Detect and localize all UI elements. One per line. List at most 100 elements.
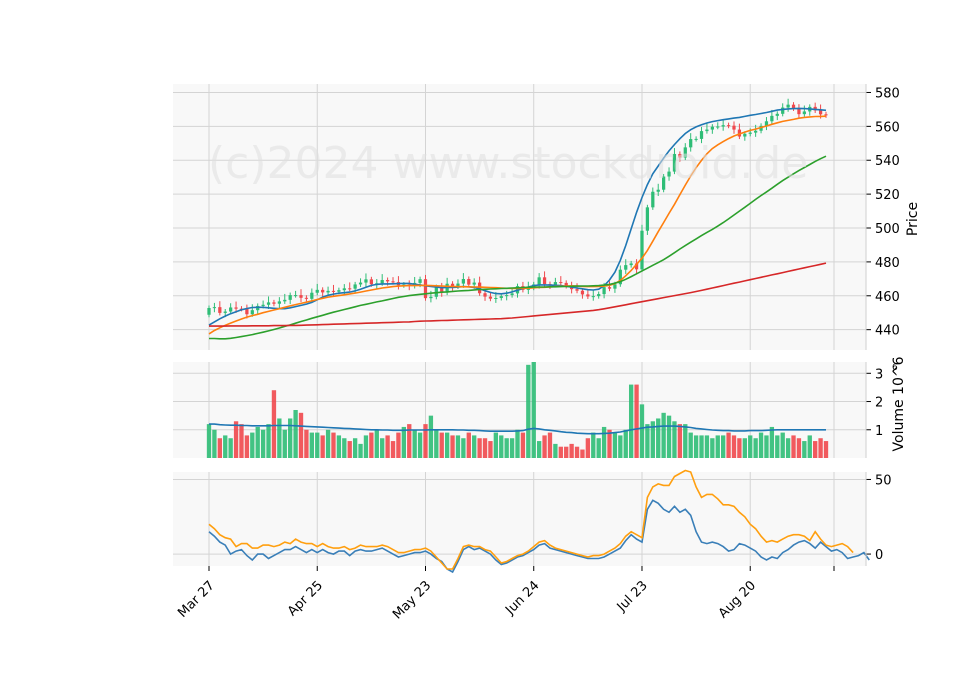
volume-bar (315, 432, 320, 458)
volume-bar (477, 438, 482, 458)
candle-body (699, 131, 704, 139)
volume-bar (342, 438, 347, 458)
volume-bar (363, 435, 369, 458)
volume-bar (336, 435, 342, 458)
candle-body (293, 295, 298, 297)
volume-bar (775, 435, 780, 458)
volume-bar (672, 421, 677, 458)
candle-body (645, 207, 650, 231)
candle-body (656, 189, 660, 192)
volume-bar (780, 432, 785, 458)
candle-body (461, 279, 466, 284)
volume-bar (444, 432, 450, 458)
candle-body (651, 191, 655, 208)
candle-body (348, 288, 352, 290)
volume-y-tick-label: 2 (875, 396, 883, 411)
volume-bar (623, 429, 628, 458)
volume-bar (542, 435, 547, 458)
candle-body (613, 284, 617, 289)
volume-bar (618, 435, 623, 458)
volume-bar (271, 390, 277, 458)
candle-body (380, 280, 384, 284)
candle-body (580, 290, 585, 295)
candle-body (266, 302, 271, 305)
candle-body (505, 295, 509, 297)
candle-body (418, 279, 422, 283)
candle-body (748, 132, 752, 134)
candle-body (818, 110, 823, 115)
panel-ind-background (173, 472, 866, 566)
volume-bar (526, 364, 531, 458)
volume-bar (212, 429, 217, 458)
candle-body (575, 289, 579, 291)
candle-body (364, 279, 368, 283)
volume-bar (591, 432, 596, 458)
volume-bar (785, 438, 791, 458)
candle-body (672, 153, 677, 172)
volume-bar (666, 415, 672, 458)
volume-bar (358, 443, 363, 458)
price-ma-line-3 (209, 155, 827, 340)
candle-body (429, 296, 433, 299)
volume-bar (309, 432, 314, 458)
volume-bar (244, 435, 250, 458)
candle-body (326, 290, 330, 293)
candle-body (797, 108, 801, 115)
volume-ma-line (209, 423, 826, 435)
candle-body (754, 130, 758, 133)
volume-bar (255, 426, 260, 458)
volume-bar (737, 438, 742, 458)
candle-body (223, 311, 227, 313)
volume-bar (558, 446, 563, 458)
x-tick-label: Aug 20 (716, 578, 759, 621)
candle-body (640, 230, 644, 270)
candle-body (689, 139, 693, 148)
volume-bar (661, 412, 666, 458)
volume-bar (380, 438, 385, 458)
volume-bar (390, 441, 396, 458)
volume-bar (818, 438, 823, 458)
price-y-tick-label: 480 (875, 256, 900, 271)
volume-bar (260, 429, 266, 458)
volume-bar (683, 424, 688, 458)
volume-bar (823, 441, 829, 458)
volume-bar (472, 435, 477, 458)
candle-body (483, 293, 487, 297)
candle-body (234, 307, 238, 309)
volume-bar (726, 432, 731, 458)
candle-body (472, 282, 476, 285)
price-ma-line-4 (209, 262, 827, 327)
volume-bar (612, 432, 618, 458)
candle-body (624, 265, 628, 270)
volume-bar (634, 384, 639, 458)
volume-bar (504, 438, 509, 458)
candle-body (277, 301, 281, 304)
volume-bar (693, 435, 699, 458)
candle-body (369, 279, 373, 285)
volume-bar (320, 435, 325, 458)
candle-body (726, 125, 731, 127)
volume-bar (304, 429, 309, 458)
candle-body (802, 111, 806, 115)
candle-body (597, 294, 601, 297)
price-ma-line-1 (208, 107, 827, 326)
volume-bar (796, 438, 802, 458)
volume-bar (450, 435, 455, 458)
candle-body (667, 171, 671, 177)
volume-bar (206, 424, 212, 458)
candle-body (781, 107, 785, 114)
chart-watermark: (c)2024 www.stockdroid.de (208, 138, 808, 189)
indicator-y-tick-label: 50 (875, 473, 892, 488)
candle-body (467, 279, 471, 285)
volume-bar (580, 449, 585, 458)
candle-body (272, 302, 276, 304)
candle-body (791, 104, 796, 109)
candle-body (337, 290, 341, 292)
price-y-tick-label: 500 (875, 222, 900, 237)
volume-y-tick-label: 3 (875, 367, 883, 382)
x-tick-label: Mar 27 (175, 578, 218, 621)
volume-bar (493, 432, 499, 458)
candle-body (423, 279, 428, 299)
volume-bar (677, 424, 683, 458)
candle-body (488, 296, 493, 299)
